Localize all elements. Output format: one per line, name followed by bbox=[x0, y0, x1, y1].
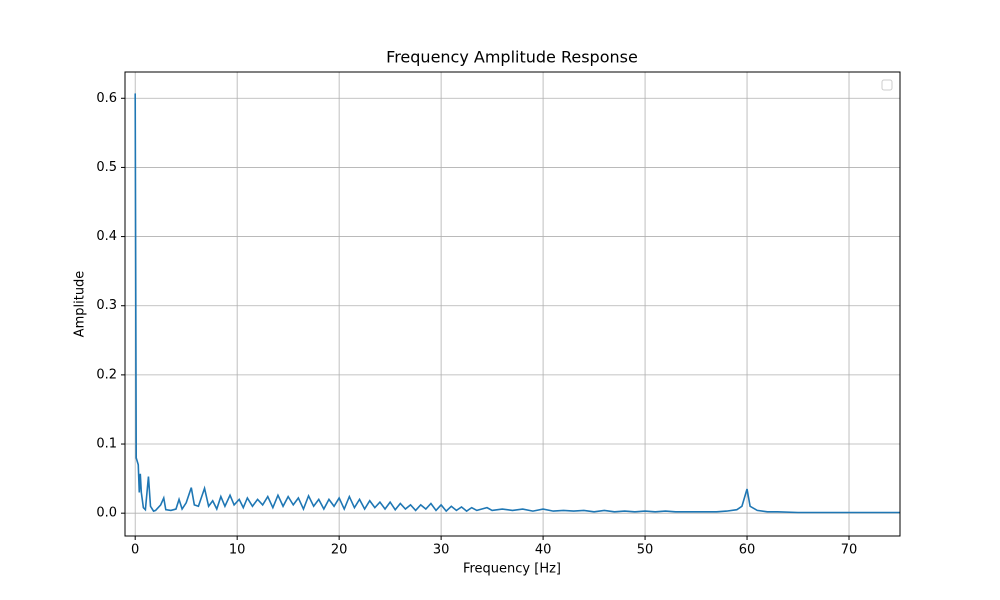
x-tick-label: 70 bbox=[841, 543, 858, 558]
x-tick-label: 60 bbox=[739, 543, 756, 558]
x-axis-label: Frequency [Hz] bbox=[463, 562, 561, 577]
y-tick-label: 0.4 bbox=[96, 229, 117, 244]
x-tick-label: 10 bbox=[229, 543, 246, 558]
y-tick-label: 0.1 bbox=[96, 437, 117, 452]
y-tick-label: 0.0 bbox=[96, 506, 117, 521]
data-line bbox=[134, 93, 900, 514]
y-tick-label: 0.6 bbox=[96, 91, 117, 106]
x-tick-label: 0 bbox=[131, 543, 139, 558]
x-tick-label: 20 bbox=[331, 543, 348, 558]
y-tick-label: 0.2 bbox=[96, 367, 117, 382]
x-tick-label: 50 bbox=[637, 543, 654, 558]
axes-frame bbox=[124, 71, 901, 537]
x-tick-label: 40 bbox=[535, 543, 552, 558]
y-tick-label: 0.3 bbox=[96, 298, 117, 313]
y-axis-label: Amplitude bbox=[73, 271, 88, 338]
x-tick-label: 30 bbox=[433, 543, 450, 558]
chart-title: Frequency Amplitude Response bbox=[386, 48, 638, 67]
legend-box bbox=[881, 79, 893, 91]
y-tick-label: 0.5 bbox=[96, 160, 117, 175]
